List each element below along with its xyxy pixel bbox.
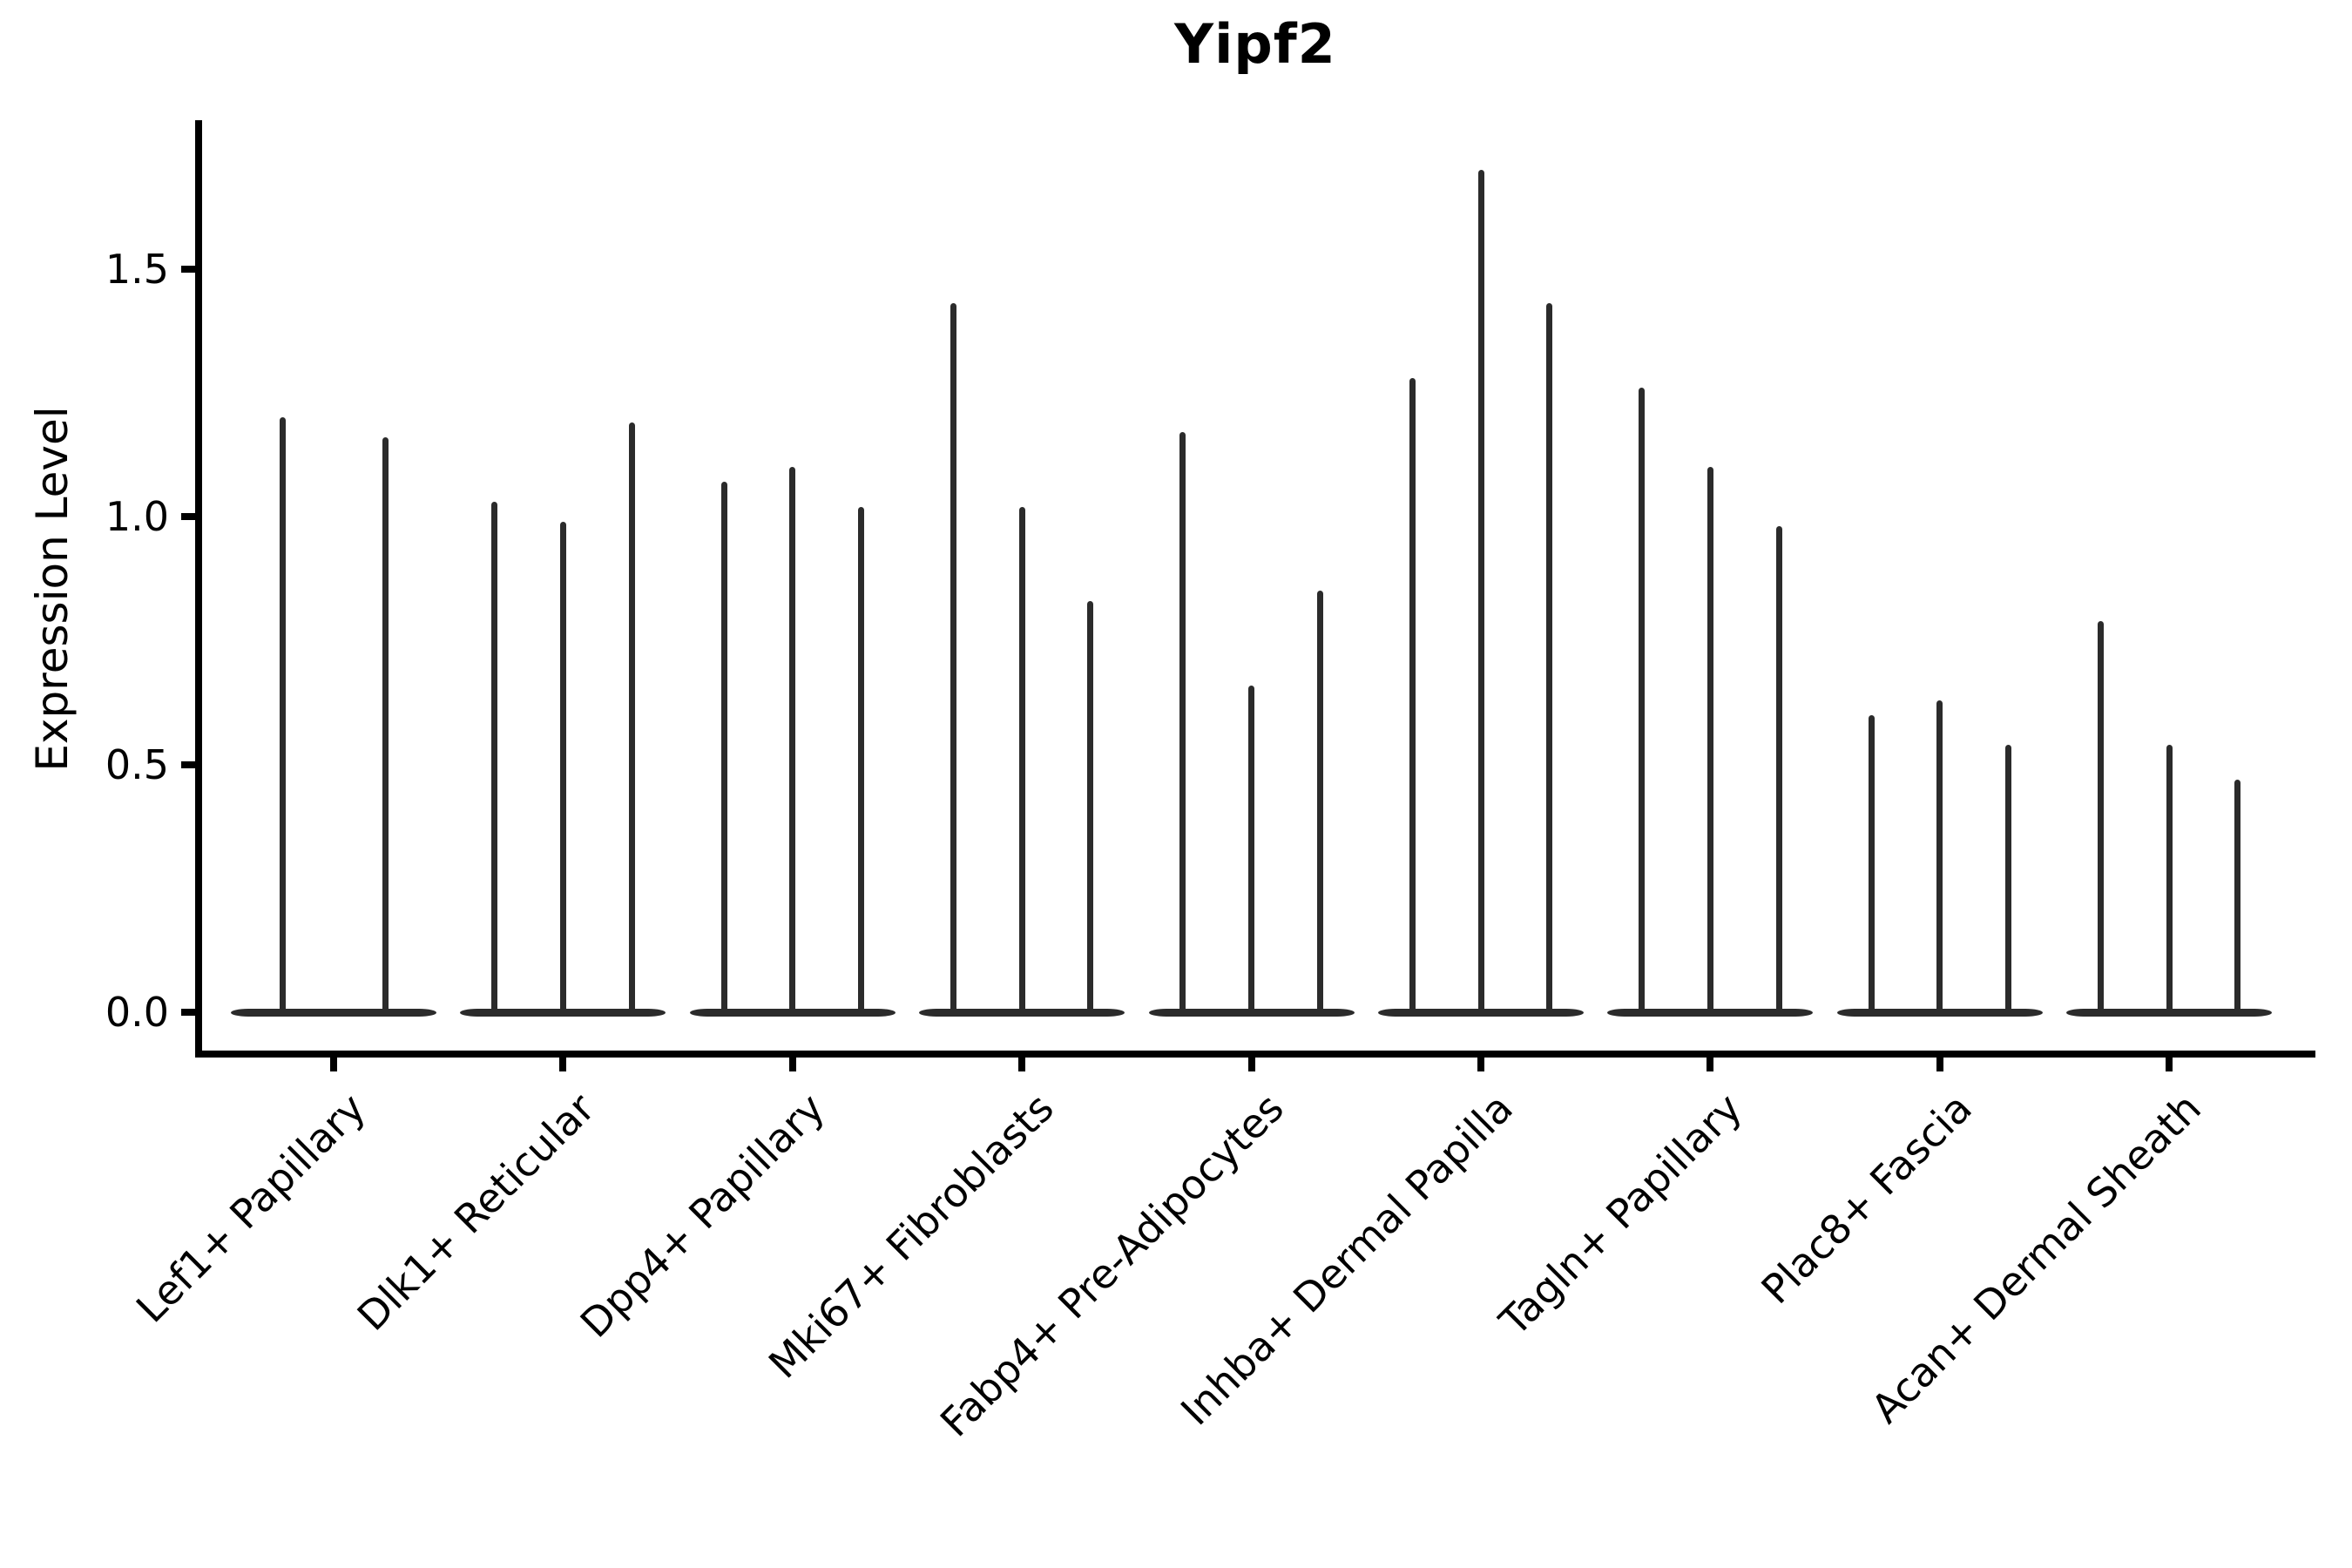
x-tick <box>330 1058 337 1071</box>
violin-needle <box>2166 744 2173 1014</box>
violin-needle <box>1018 506 1025 1014</box>
y-tick <box>181 760 195 768</box>
y-tick-label: 1.5 <box>105 245 169 293</box>
violin-needle <box>1087 600 1094 1014</box>
y-tick-label: 0.0 <box>105 989 169 1036</box>
violin-needle <box>2234 779 2241 1014</box>
y-tick <box>181 1009 195 1016</box>
violin-needle <box>279 417 286 1014</box>
violin-needle <box>382 437 389 1014</box>
violin-needle <box>559 521 566 1014</box>
y-tick-label: 1.0 <box>105 493 169 541</box>
violin-needle <box>1546 303 1553 1014</box>
violin-needle <box>2004 744 2011 1014</box>
violin-needle <box>1775 526 1782 1014</box>
violin-needle <box>1409 377 1416 1014</box>
x-tick <box>1707 1058 1714 1071</box>
x-axis-spine <box>195 1051 2315 1058</box>
x-tick <box>1018 1058 1026 1071</box>
violin-needle <box>789 467 796 1014</box>
violin-needle <box>628 422 635 1014</box>
violin-needle <box>1868 714 1875 1014</box>
plot-title: Yipf2 <box>1174 12 1336 76</box>
y-tick-label: 0.5 <box>105 740 169 788</box>
violin-needle <box>1936 700 1943 1014</box>
y-tick <box>181 265 195 273</box>
x-tick <box>788 1058 796 1071</box>
violin-needle <box>491 502 498 1014</box>
x-tick <box>1936 1058 1943 1071</box>
y-axis-spine <box>195 120 202 1058</box>
violin-needle <box>1248 685 1255 1014</box>
violin-needle <box>1639 388 1646 1014</box>
violin-base <box>231 1008 436 1017</box>
violin-needle <box>1316 591 1323 1014</box>
x-tick <box>1247 1058 1255 1071</box>
y-tick <box>181 513 195 521</box>
violin-needle <box>720 482 727 1014</box>
violin-needle <box>1707 467 1713 1014</box>
x-tick <box>2166 1058 2173 1071</box>
x-tick <box>559 1058 567 1071</box>
violin-needle <box>857 506 864 1014</box>
violin-needle <box>1477 169 1484 1014</box>
violin-needle <box>1179 432 1186 1014</box>
violin-needle <box>2098 620 2105 1014</box>
violin-needle <box>950 303 957 1014</box>
x-tick <box>1477 1058 1484 1071</box>
